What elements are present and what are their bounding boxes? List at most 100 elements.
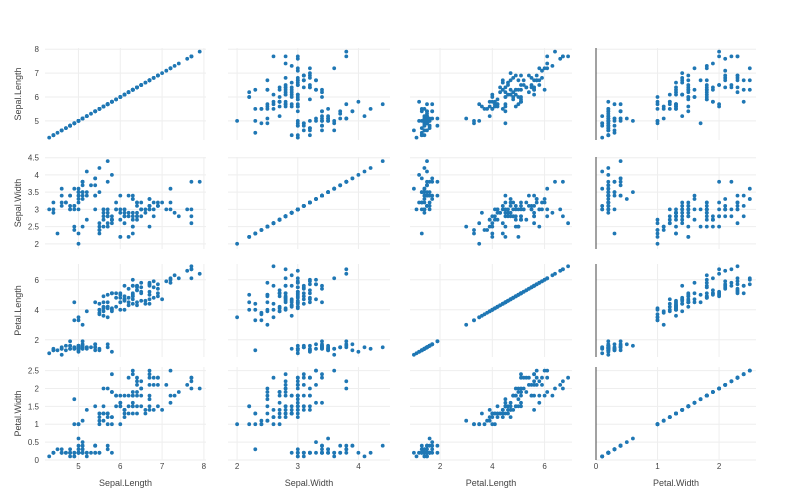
data-point — [487, 217, 492, 222]
data-point — [655, 315, 660, 320]
data-point — [147, 375, 152, 380]
data-point — [490, 221, 495, 226]
data-point — [417, 119, 421, 123]
data-point — [143, 207, 148, 212]
data-point — [516, 386, 521, 391]
data-point — [271, 307, 276, 312]
data-point — [139, 289, 144, 294]
data-point — [253, 307, 258, 312]
data-point — [105, 179, 110, 184]
data-point — [534, 375, 539, 380]
data-point — [464, 322, 469, 327]
data-point — [55, 447, 60, 452]
data-point — [101, 386, 106, 391]
data-point — [600, 346, 605, 351]
data-point — [427, 190, 432, 195]
data-point — [259, 422, 264, 427]
data-point — [84, 454, 89, 459]
data-point — [105, 415, 110, 419]
data-point — [511, 207, 516, 212]
y-tick-label: 6 — [35, 93, 40, 102]
data-point — [735, 54, 740, 59]
data-point — [295, 393, 300, 398]
data-point — [350, 109, 355, 114]
data-point — [698, 207, 703, 212]
data-point — [64, 348, 68, 353]
data-point — [513, 92, 518, 97]
data-point — [686, 109, 691, 114]
data-point — [735, 85, 740, 90]
data-point — [93, 207, 98, 212]
data-point — [308, 128, 312, 133]
data-point — [110, 221, 114, 226]
data-point — [600, 351, 605, 356]
data-point — [130, 400, 135, 405]
data-point — [545, 368, 550, 373]
data-point — [97, 107, 102, 111]
data-point — [534, 78, 539, 83]
data-point — [114, 295, 118, 300]
data-point — [185, 207, 190, 212]
data-point — [253, 87, 258, 92]
data-point — [667, 102, 672, 107]
data-point — [485, 228, 489, 232]
data-point — [534, 197, 539, 201]
data-point — [110, 99, 114, 104]
data-point — [156, 204, 160, 208]
data-point — [143, 80, 148, 85]
data-point — [482, 312, 487, 317]
data-point — [686, 87, 691, 92]
data-point — [356, 99, 361, 104]
data-point — [308, 300, 312, 305]
data-point — [427, 193, 432, 198]
data-point — [308, 404, 312, 409]
data-point — [295, 109, 300, 114]
data-point — [631, 119, 635, 123]
data-point — [135, 379, 139, 384]
data-point — [667, 301, 672, 306]
data-point — [47, 207, 52, 212]
data-point — [717, 386, 721, 391]
data-point — [667, 297, 672, 302]
data-point — [735, 375, 740, 380]
data-point — [289, 411, 294, 416]
data-point — [110, 217, 114, 222]
data-point — [135, 214, 139, 219]
data-point — [711, 217, 715, 222]
data-point — [508, 71, 513, 75]
data-point — [532, 393, 536, 398]
data-point — [72, 422, 77, 427]
data-point — [156, 200, 160, 205]
data-point — [529, 76, 534, 80]
data-point — [503, 400, 508, 405]
data-point — [80, 450, 85, 455]
data-point — [417, 99, 421, 104]
data-point — [680, 283, 685, 288]
data-point — [667, 107, 672, 111]
data-point — [427, 179, 432, 184]
data-point — [84, 193, 89, 198]
data-point — [332, 128, 337, 133]
data-point — [114, 393, 118, 398]
data-point — [126, 286, 131, 291]
data-point — [176, 214, 181, 219]
data-point — [566, 264, 570, 269]
data-point — [344, 443, 349, 448]
data-point — [425, 102, 429, 107]
data-point — [500, 207, 505, 212]
data-point — [308, 295, 312, 300]
data-point — [147, 368, 152, 373]
data-point — [698, 224, 703, 229]
panel-Petal.Width-vs-Sepal.Width — [228, 367, 390, 461]
data-point — [425, 169, 429, 174]
data-point — [600, 207, 605, 212]
data-point — [105, 214, 110, 219]
data-point — [308, 133, 312, 138]
data-point — [511, 95, 516, 99]
data-point — [253, 447, 258, 452]
data-point — [68, 450, 72, 455]
data-point — [283, 267, 288, 272]
data-point — [686, 291, 691, 296]
data-point — [168, 207, 173, 212]
data-point — [717, 289, 721, 294]
